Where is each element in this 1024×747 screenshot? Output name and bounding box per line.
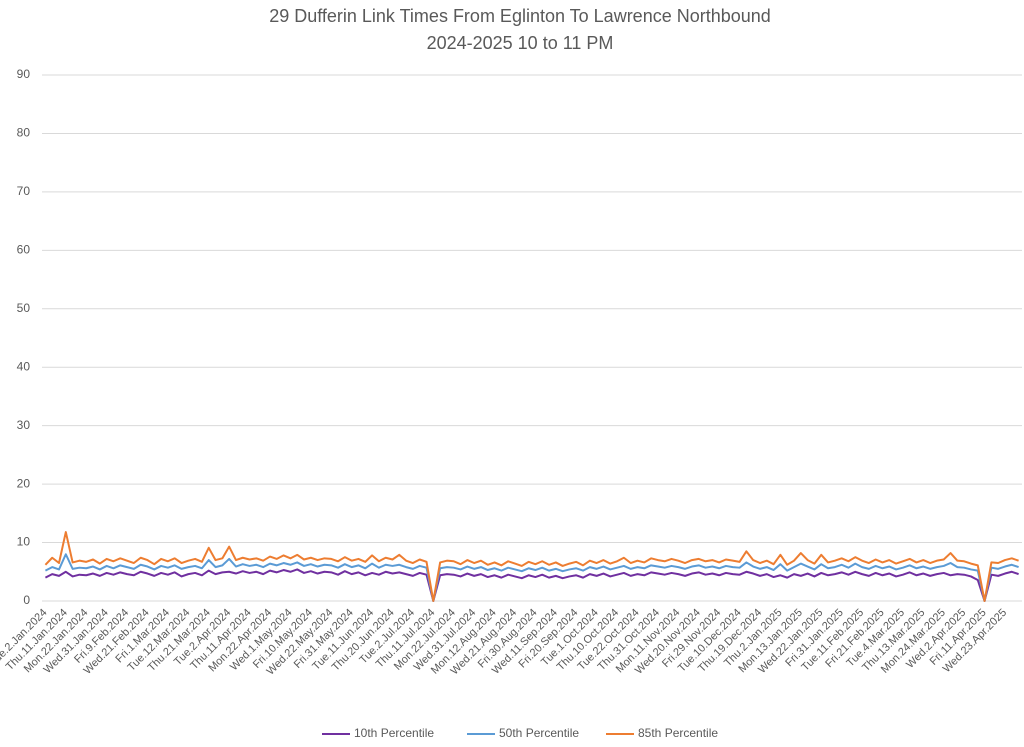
y-tick-label: 60 xyxy=(17,243,31,257)
legend-label: 10th Percentile xyxy=(354,726,434,740)
chart-subtitle: 2024-2025 10 to 11 PM xyxy=(427,33,614,53)
y-tick-label: 50 xyxy=(17,301,31,315)
series-line xyxy=(44,568,1019,602)
y-tick-label: 30 xyxy=(17,418,31,432)
y-tick-label: 90 xyxy=(17,67,31,81)
y-tick-label: 80 xyxy=(17,126,31,140)
y-tick-label: 0 xyxy=(23,593,30,607)
series-line xyxy=(44,531,1019,602)
y-tick-label: 40 xyxy=(17,359,31,373)
legend-label: 85th Percentile xyxy=(638,726,718,740)
y-tick-label: 10 xyxy=(17,535,31,549)
chart-title: 29 Dufferin Link Times From Eglinton To … xyxy=(269,6,771,26)
legend-label: 50th Percentile xyxy=(499,726,579,740)
series-line xyxy=(44,553,1019,602)
y-tick-label: 70 xyxy=(17,184,31,198)
y-tick-label: 20 xyxy=(17,476,31,490)
